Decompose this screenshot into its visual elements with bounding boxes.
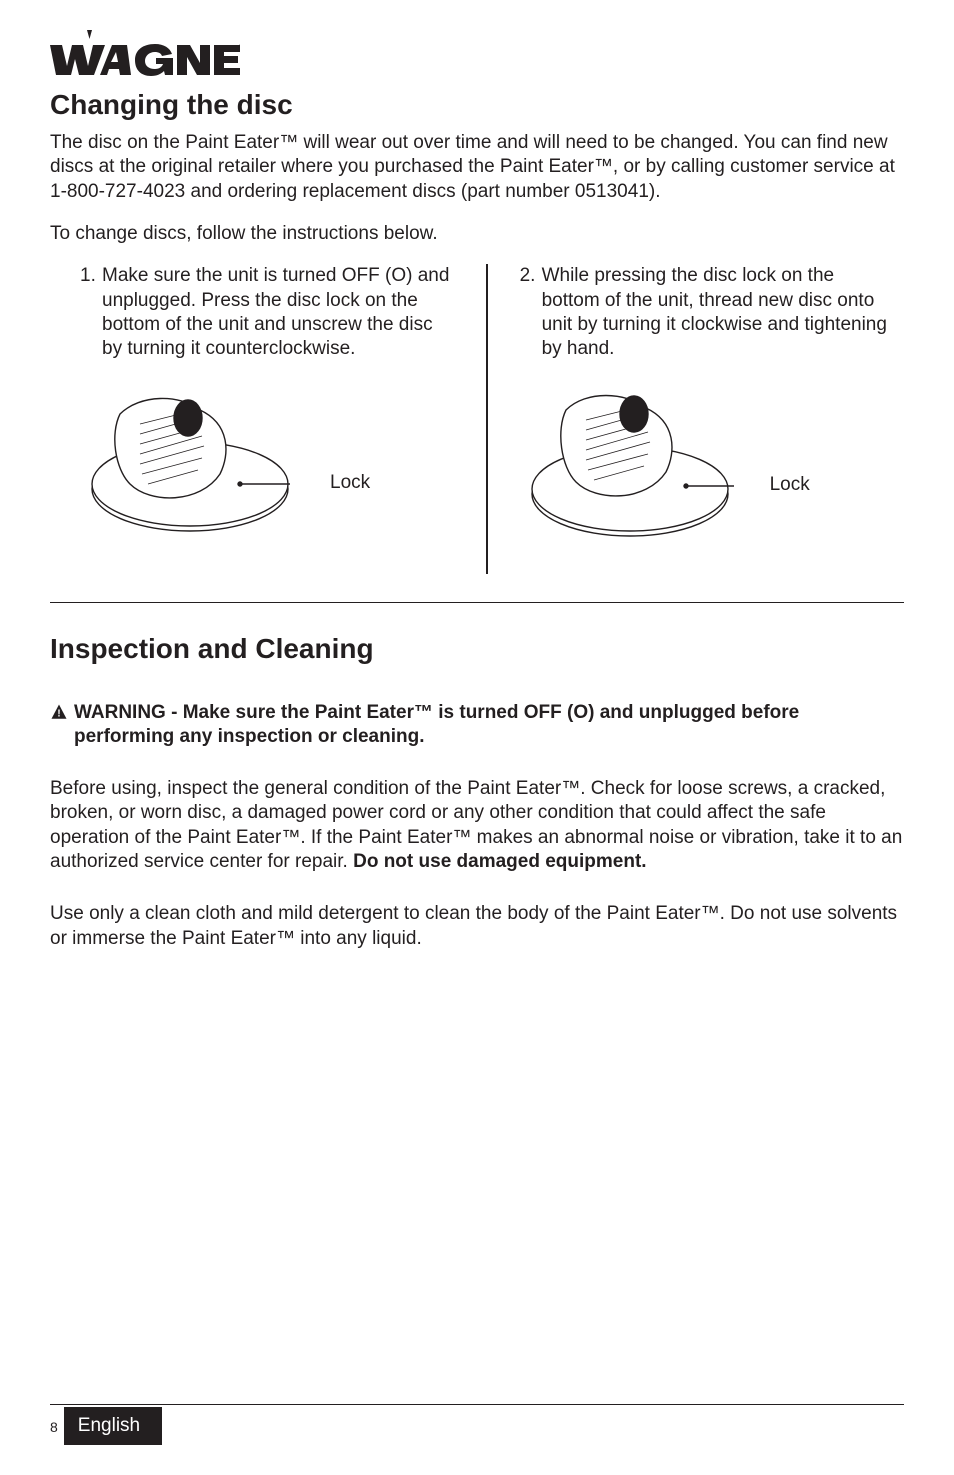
warning-block: ! WARNING - Make sure the Paint Eater™ i… [50, 701, 904, 750]
language-chip: English [64, 1407, 162, 1445]
page-number: 8 [50, 1419, 58, 1435]
warning-copy: WARNING - Make sure the Paint Eater™ is … [74, 702, 799, 747]
step-1-illustration: Lock [80, 374, 454, 574]
section-divider [50, 602, 904, 603]
page-footer: 8 English [50, 1407, 162, 1445]
step-1-number: 1. [80, 264, 102, 361]
step-1-text: 1. Make sure the unit is turned OFF (O) … [80, 264, 454, 361]
wagner-logo-svg: ® [50, 30, 240, 76]
inspection-paragraph-1: Before using, inspect the general condit… [50, 777, 904, 874]
lock-label-right: Lock [770, 474, 810, 496]
steps-row: 1. Make sure the unit is turned OFF (O) … [50, 264, 904, 573]
section-title-inspection: Inspection and Cleaning [50, 633, 904, 665]
step-2-number: 2. [520, 264, 542, 361]
step-2-text: 2. While pressing the disc lock on the b… [520, 264, 894, 361]
section-title-changing-disc: Changing the disc [50, 89, 904, 121]
footer-rule [50, 1404, 904, 1405]
step-2-body: While pressing the disc lock on the bott… [542, 264, 894, 361]
svg-text:!: ! [57, 708, 60, 719]
hand-disc-illustration-left [80, 374, 320, 564]
svg-text:®: ® [239, 43, 240, 51]
step-2-illustration: Lock [520, 374, 894, 574]
step-1-body: Make sure the unit is turned OFF (O) and… [102, 264, 454, 361]
wagner-logo: ® [50, 30, 904, 81]
lock-label-left: Lock [330, 472, 370, 494]
inspection-para1-bold: Do not use damaged equipment. [353, 851, 646, 872]
lead-paragraph: To change discs, follow the instructions… [50, 222, 904, 246]
step-2-column: 2. While pressing the disc lock on the b… [520, 264, 894, 573]
warning-text: WARNING - Make sure the Paint Eater™ is … [74, 701, 904, 750]
hand-disc-illustration-right [520, 374, 760, 564]
intro-paragraph: The disc on the Paint Eater™ will wear o… [50, 131, 904, 204]
column-divider [486, 264, 488, 573]
warning-icon: ! [50, 701, 74, 721]
step-1-column: 1. Make sure the unit is turned OFF (O) … [80, 264, 454, 573]
inspection-paragraph-2: Use only a clean cloth and mild detergen… [50, 902, 904, 951]
